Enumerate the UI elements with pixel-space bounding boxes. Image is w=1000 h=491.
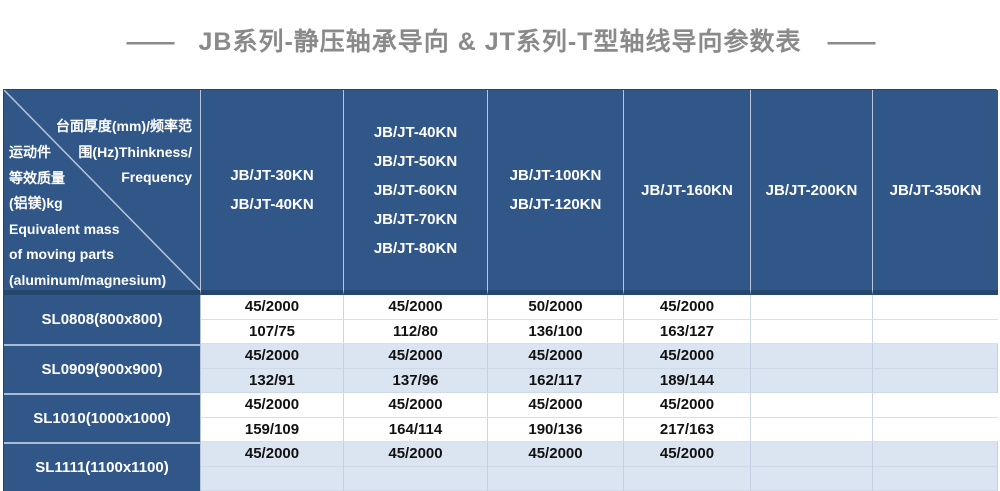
cell-equivalent-mass: 136/100 xyxy=(488,320,624,345)
cell-thickness-frequency xyxy=(873,442,998,467)
cell-equivalent-mass: 217/163 xyxy=(624,418,751,443)
header-cell-jbjt-160kn: JB/JT-160KN xyxy=(624,90,751,295)
cell-equivalent-mass xyxy=(873,418,998,443)
page-title: —— JB系列-静压轴承导向 & JT系列-T型轴线导向参数表 —— xyxy=(0,22,1000,58)
cell-thickness-frequency: 45/2000 xyxy=(344,344,488,369)
cell-thickness-frequency xyxy=(751,344,873,369)
corner-header-cell: 台面厚度(mm)/频率范 围(Hz)Thinkness/ Frequency 运… xyxy=(4,90,201,295)
page-title-text: JB系列-静压轴承导向 & JT系列-T型轴线导向参数表 xyxy=(198,28,801,56)
cell-thickness-frequency xyxy=(873,295,998,320)
cell-thickness-frequency: 45/2000 xyxy=(488,344,624,369)
row-label-sl1010: SL1010(1000x1000) xyxy=(4,393,201,442)
cell-equivalent-mass xyxy=(751,369,873,394)
cell-equivalent-mass: 163/127 xyxy=(624,320,751,345)
header-cell-jbjt-200kn: JB/JT-200KN xyxy=(751,90,873,295)
corner-axis-equivalent-mass: 运动件 等效质量 (铝镁)kg Equivalent mass of movin… xyxy=(9,140,166,293)
cell-equivalent-mass xyxy=(751,418,873,443)
cell-equivalent-mass: 189/144 xyxy=(624,369,751,394)
cell-equivalent-mass xyxy=(873,320,998,345)
cell-thickness-frequency xyxy=(751,442,873,467)
cell-equivalent-mass: 164/114 xyxy=(344,418,488,443)
row-label-sl0909: SL0909(900x900) xyxy=(4,344,201,393)
cell-thickness-frequency: 50/2000 xyxy=(488,295,624,320)
cell-thickness-frequency: 45/2000 xyxy=(201,344,344,369)
cell-equivalent-mass: 190/136 xyxy=(488,418,624,443)
cell-thickness-frequency xyxy=(751,295,873,320)
cell-thickness-frequency: 45/2000 xyxy=(624,442,751,467)
cell-thickness-frequency: 45/2000 xyxy=(624,295,751,320)
cell-thickness-frequency: 45/2000 xyxy=(344,393,488,418)
cell-thickness-frequency: 45/2000 xyxy=(201,442,344,467)
cell-equivalent-mass xyxy=(873,467,998,491)
cell-thickness-frequency xyxy=(751,393,873,418)
header-cell-jbjt-100-120kn: JB/JT-100KN JB/JT-120KN xyxy=(488,90,624,295)
cell-equivalent-mass: 107/75 xyxy=(201,320,344,345)
title-dash-left: —— xyxy=(126,28,172,56)
row-label-sl0808: SL0808(800x800) xyxy=(4,295,201,344)
cell-thickness-frequency: 45/2000 xyxy=(201,393,344,418)
header-cell-jbjt-350kn: JB/JT-350KN xyxy=(873,90,998,295)
header-cell-jbjt-40-80kn: JB/JT-40KN JB/JT-50KN JB/JT-60KN JB/JT-7… xyxy=(344,90,488,295)
cell-thickness-frequency xyxy=(873,393,998,418)
cell-thickness-frequency: 45/2000 xyxy=(624,344,751,369)
parameter-table: 台面厚度(mm)/频率范 围(Hz)Thinkness/ Frequency 运… xyxy=(3,89,997,491)
row-label-sl1111: SL1111(1100x1100) xyxy=(4,442,201,491)
cell-equivalent-mass: 137/96 xyxy=(344,369,488,394)
cell-equivalent-mass xyxy=(751,320,873,345)
cell-thickness-frequency: 45/2000 xyxy=(344,442,488,467)
cell-equivalent-mass: 132/91 xyxy=(201,369,344,394)
cell-equivalent-mass xyxy=(751,467,873,491)
cell-equivalent-mass: 159/109 xyxy=(201,418,344,443)
header-cell-jbjt-30-40kn: JB/JT-30KN JB/JT-40KN xyxy=(201,90,344,295)
cell-thickness-frequency: 45/2000 xyxy=(488,442,624,467)
cell-thickness-frequency: 45/2000 xyxy=(201,295,344,320)
cell-thickness-frequency: 45/2000 xyxy=(488,393,624,418)
cell-thickness-frequency: 45/2000 xyxy=(344,295,488,320)
title-dash-right: —— xyxy=(828,28,874,56)
cell-equivalent-mass xyxy=(624,467,751,491)
cell-thickness-frequency: 45/2000 xyxy=(624,393,751,418)
cell-equivalent-mass: 162/117 xyxy=(488,369,624,394)
cell-equivalent-mass xyxy=(873,369,998,394)
cell-equivalent-mass xyxy=(488,467,624,491)
cell-equivalent-mass: 112/80 xyxy=(344,320,488,345)
cell-equivalent-mass xyxy=(344,467,488,491)
cell-equivalent-mass xyxy=(201,467,344,491)
cell-thickness-frequency xyxy=(873,344,998,369)
